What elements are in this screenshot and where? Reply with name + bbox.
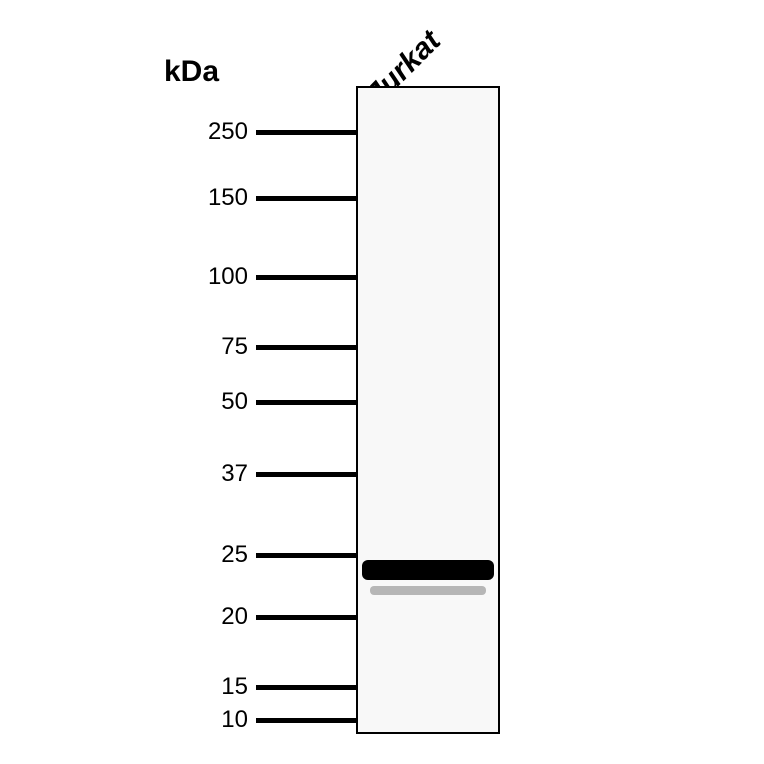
band-main [362,560,494,580]
tick-label-37: 37 [188,460,248,488]
tick-mark-75 [256,345,356,350]
tick-label-15: 15 [188,673,248,701]
tick-label-250: 250 [188,118,248,146]
tick-mark-100 [256,275,356,280]
tick-mark-250 [256,130,356,135]
tick-mark-15 [256,685,356,690]
tick-label-150: 150 [188,184,248,212]
unit-label: kDa [164,55,219,89]
tick-mark-50 [256,400,356,405]
tick-label-50: 50 [188,388,248,416]
tick-mark-10 [256,718,356,723]
tick-label-20: 20 [188,603,248,631]
tick-mark-37 [256,472,356,477]
tick-label-10: 10 [188,706,248,734]
tick-label-100: 100 [188,263,248,291]
band-faint [370,586,486,595]
western-blot-figure: kDa Jurkat 250 150 100 75 50 37 25 20 15… [0,0,764,764]
tick-label-25: 25 [188,541,248,569]
tick-mark-20 [256,615,356,620]
lane-box [356,86,500,734]
tick-mark-25 [256,553,356,558]
tick-label-75: 75 [188,333,248,361]
tick-mark-150 [256,196,356,201]
